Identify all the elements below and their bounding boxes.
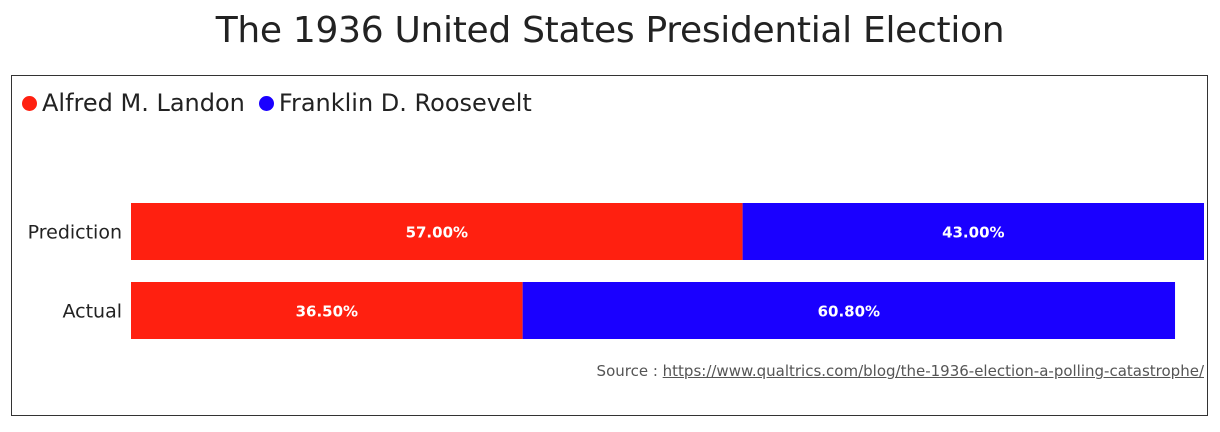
legend-label-landon: Alfred M. Landon [42,89,245,117]
source-prefix: Source : [596,362,663,380]
legend-marker-landon [22,95,37,111]
legend-label-roosevelt: Franklin D. Roosevelt [278,89,532,117]
bar-landon-prediction[interactable] [131,203,743,260]
legend-item-landon[interactable]: Alfred M. Landon [22,89,245,117]
legend-marker-roosevelt [258,95,274,111]
chart-title: The 1936 United States Presidential Elec… [215,10,1005,51]
source-note: Source : https://www.qualtrics.com/blog/… [597,362,1204,380]
data-label-landon-actual: 36.50% [296,303,358,321]
data-label-roosevelt-actual: 60.80% [818,303,880,321]
bar-landon-actual[interactable] [131,282,523,339]
data-label-landon-prediction: 57.00% [406,224,468,242]
category-label-prediction: Prediction [28,222,122,244]
data-label-roosevelt-prediction: 43.00% [942,224,1004,242]
source-link[interactable]: https://www.qualtrics.com/blog/the-1936-… [662,362,1204,380]
chart-frame [11,75,1208,416]
bar-roosevelt-actual[interactable] [522,282,1176,339]
legend: Alfred M. Landon Franklin D. Roosevelt [22,89,546,117]
legend-item-roosevelt[interactable]: Franklin D. Roosevelt [258,89,532,117]
category-label-actual: Actual [62,301,122,323]
bar-roosevelt-prediction[interactable] [742,203,1204,260]
